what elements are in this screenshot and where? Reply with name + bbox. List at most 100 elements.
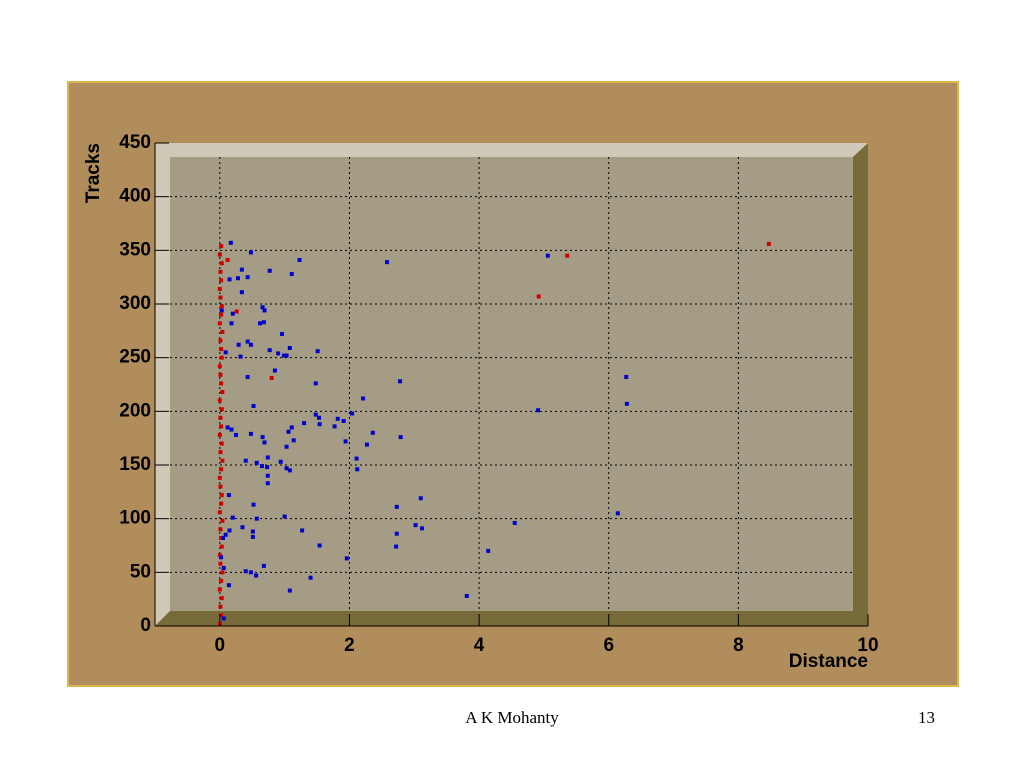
point	[260, 305, 265, 310]
x-tick-label: 4	[474, 635, 485, 656]
point	[355, 467, 360, 472]
point	[219, 544, 224, 549]
point	[219, 312, 224, 317]
point	[364, 442, 369, 447]
point	[245, 339, 250, 344]
point	[219, 407, 224, 412]
point	[316, 415, 321, 420]
point	[420, 526, 425, 531]
point	[217, 286, 222, 291]
x-tick-label: 2	[344, 635, 355, 656]
point	[343, 439, 348, 444]
footer-page: 13	[918, 708, 935, 727]
plot-area	[170, 157, 853, 611]
point	[281, 353, 286, 358]
point	[308, 575, 313, 580]
point	[217, 587, 222, 592]
point	[394, 504, 399, 509]
point	[218, 484, 223, 489]
point	[219, 424, 224, 429]
point	[218, 372, 223, 377]
point	[219, 467, 224, 472]
point	[220, 390, 225, 395]
point	[370, 430, 375, 435]
x-axis-label: Distance	[789, 651, 868, 672]
point	[624, 401, 629, 406]
point	[217, 475, 222, 480]
point	[302, 421, 307, 426]
point	[287, 346, 292, 351]
point	[282, 514, 287, 519]
point	[512, 520, 517, 525]
point	[234, 309, 239, 314]
point	[565, 253, 570, 258]
point	[413, 523, 418, 528]
y-tick-label: 350	[119, 239, 151, 260]
point	[220, 570, 225, 575]
point	[545, 253, 550, 258]
grid	[170, 157, 853, 611]
y-tick-label: 450	[119, 132, 151, 153]
point	[278, 459, 283, 464]
point	[223, 350, 228, 355]
point	[225, 257, 230, 262]
point	[217, 252, 222, 257]
point	[236, 342, 241, 347]
point	[254, 516, 259, 521]
point	[335, 416, 340, 421]
point	[315, 349, 320, 354]
point	[254, 460, 259, 465]
x-tick-label: 6	[603, 635, 614, 656]
point	[226, 493, 231, 498]
point	[297, 257, 302, 262]
y-tick-label: 400	[119, 186, 151, 207]
point	[317, 422, 322, 427]
point	[220, 329, 225, 334]
point	[219, 308, 224, 313]
point	[254, 573, 259, 578]
point	[218, 295, 223, 300]
point	[217, 553, 222, 558]
point	[284, 466, 289, 471]
point	[258, 321, 263, 326]
point	[624, 374, 629, 379]
point	[219, 304, 224, 309]
point	[219, 596, 224, 601]
point	[219, 355, 224, 360]
point	[217, 432, 222, 437]
point	[272, 368, 277, 373]
point	[248, 250, 253, 255]
point	[350, 411, 355, 416]
y-tick-label: 300	[119, 293, 151, 314]
point	[486, 548, 491, 553]
point	[261, 320, 266, 325]
point	[221, 566, 226, 571]
point	[300, 528, 305, 533]
point	[227, 528, 232, 533]
point	[286, 429, 291, 434]
y-tick-label: 200	[119, 400, 151, 421]
point	[464, 593, 469, 598]
point	[250, 529, 255, 534]
point	[219, 578, 224, 583]
point	[265, 473, 270, 478]
point	[250, 534, 255, 539]
point	[221, 616, 226, 621]
point	[218, 415, 223, 420]
point	[265, 455, 270, 460]
point	[260, 435, 265, 440]
point	[291, 438, 296, 443]
point	[248, 570, 253, 575]
point	[394, 544, 399, 549]
point	[766, 241, 771, 246]
point	[219, 493, 224, 498]
point	[238, 354, 243, 359]
point	[218, 338, 223, 343]
x-tick-label: 8	[733, 635, 744, 656]
point	[341, 418, 346, 423]
point	[218, 561, 223, 566]
point	[251, 502, 256, 507]
point	[265, 481, 270, 486]
